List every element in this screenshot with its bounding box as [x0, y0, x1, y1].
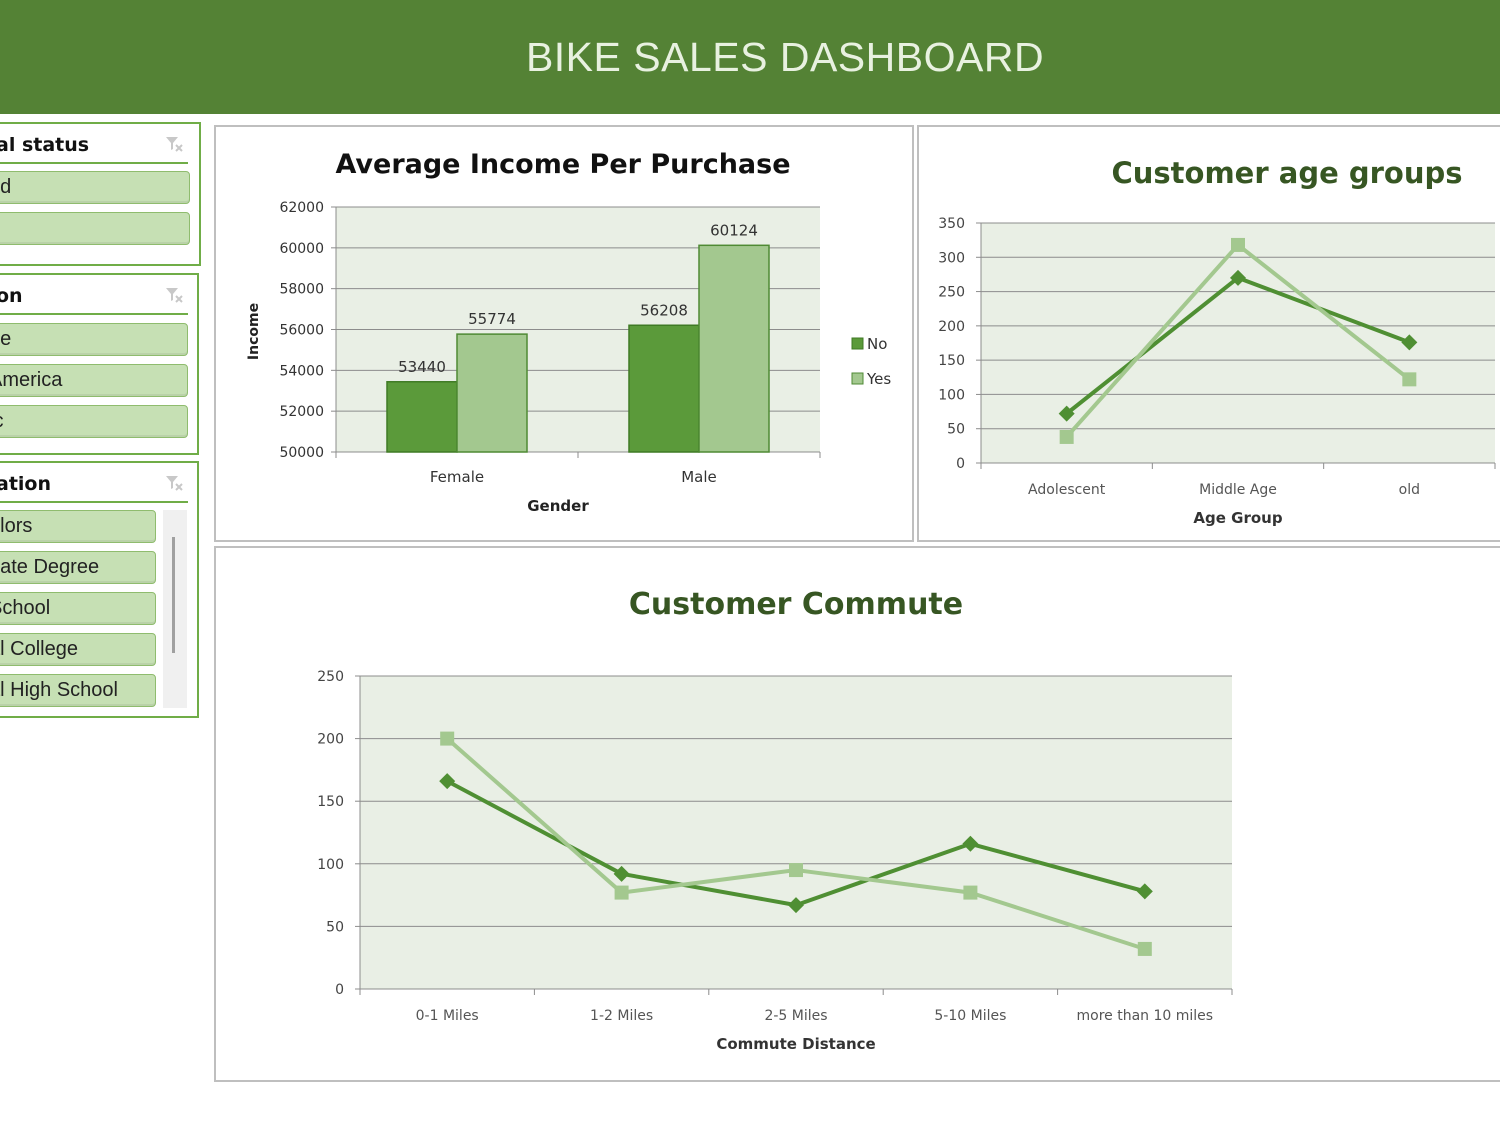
y-tick-label: 52000: [279, 404, 324, 420]
y-axis-title: Income: [246, 303, 262, 360]
slicer-header: ation: [0, 467, 188, 503]
y-tick-label: 0: [956, 456, 965, 472]
series-2-point: [614, 885, 629, 900]
x-tick-label: more than 10 miles: [1077, 1008, 1214, 1024]
data-label: 60124: [710, 221, 758, 239]
dashboard-title-banner: BIKE SALES DASHBOARD: [0, 0, 1500, 114]
bar-yes-male: [698, 244, 770, 453]
y-tick-label: 60000: [279, 241, 324, 257]
clear-filter-icon[interactable]: [164, 473, 184, 493]
chart-title: Customer age groups: [1111, 156, 1462, 190]
slicer-item[interactable]: al College: [0, 633, 156, 666]
data-label: 53440: [398, 358, 446, 376]
x-axis-title: Age Group: [1193, 509, 1282, 527]
y-tick-label: 200: [938, 319, 965, 335]
y-tick-label: 350: [938, 216, 965, 232]
series-1-point: [1058, 405, 1075, 422]
data-label: 55774: [468, 310, 516, 328]
y-tick-label: 50000: [279, 445, 324, 461]
slicer-header: on: [0, 279, 188, 315]
slicer-header: al status: [0, 128, 188, 164]
age-chart: 0 50 100 150 200 250 300 350 Adolescent Middle Ag…: [938, 156, 1496, 527]
slicer-education[interactable]: ation elors uate Degree School al Colleg…: [0, 461, 199, 718]
slicer-item[interactable]: ic: [0, 405, 188, 438]
legend-label: Yes: [866, 370, 891, 388]
bar-no-male: [628, 324, 700, 453]
series-1-point: [439, 773, 456, 790]
legend-label: No: [867, 335, 887, 353]
data-label: 56208: [640, 301, 688, 319]
chart-panel-commute: 0 50 100 150 200 250 0-1 Miles 1-2 Miles 2-5 Mil…: [214, 546, 1500, 1082]
y-tick-label: 200: [317, 732, 344, 748]
chart-panel-income: 50000 52000 54000 56000 58000 60000 62000 53440…: [214, 125, 914, 542]
slicer-item[interactable]: uate Degree: [0, 551, 156, 584]
y-tick-label: 100: [938, 387, 965, 403]
x-tick-label: Male: [681, 468, 717, 486]
series-2-point: [789, 863, 803, 878]
clear-filter-icon[interactable]: [164, 285, 184, 305]
y-tick-label: 150: [938, 353, 965, 369]
y-tick-label: 58000: [279, 282, 324, 298]
commute-chart: 0 50 100 150 200 250 0-1 Miles 1-2 Miles 2-5 Mil…: [317, 587, 1233, 1053]
y-tick-label: 250: [317, 669, 344, 685]
series-1-point: [1136, 883, 1153, 900]
series-2-point: [1059, 429, 1074, 444]
slicer-scroll-thumb[interactable]: [172, 537, 175, 653]
y-tick-label: 56000: [279, 323, 324, 339]
chart-panel-age: 0 50 100 150 200 250 300 350 Adolescent Middle Ag…: [917, 125, 1500, 542]
y-tick-label: 54000: [279, 363, 324, 379]
x-tick-label: 0-1 Miles: [416, 1008, 479, 1024]
chart-title: Customer Commute: [629, 587, 963, 622]
slicer-marital-status[interactable]: al status ed e: [0, 122, 201, 266]
series-1-point: [962, 835, 979, 852]
slicer-item[interactable]: ed: [0, 171, 190, 204]
y-tick-label: 250: [938, 285, 965, 301]
income-chart: 50000 52000 54000 56000 58000 60000 62000 53440…: [246, 149, 891, 515]
slicer-item[interactable]: School: [0, 592, 156, 625]
x-tick-label: Female: [430, 468, 484, 486]
series-1-point: [613, 865, 630, 882]
series-1-point: [1401, 334, 1418, 351]
series-2-point: [1137, 941, 1152, 956]
series-2-point: [440, 731, 455, 746]
clear-filter-icon[interactable]: [164, 134, 184, 154]
x-tick-label: old: [1399, 482, 1420, 498]
x-tick-label: Adolescent: [1028, 482, 1106, 498]
series-2-point: [1402, 372, 1417, 387]
y-tick-label: 150: [317, 794, 344, 810]
x-tick-label: 5-10 Miles: [934, 1008, 1006, 1024]
y-tick-label: 0: [335, 982, 344, 998]
x-tick-label: 2-5 Miles: [764, 1008, 827, 1024]
x-axis-title: Gender: [527, 497, 589, 515]
bar-yes-female: [456, 333, 528, 453]
y-tick-label: 50: [326, 919, 344, 935]
series-2-point: [963, 885, 978, 900]
y-tick-label: 100: [317, 857, 344, 873]
y-tick-label: 300: [938, 250, 965, 266]
slicer-scrollbar[interactable]: [163, 510, 187, 708]
x-axis-title: Commute Distance: [716, 1035, 875, 1053]
y-tick-label: 50: [947, 422, 965, 438]
legend-swatch-no: [851, 337, 864, 350]
legend-swatch-yes: [851, 372, 864, 385]
x-tick-label: Middle Age: [1199, 482, 1277, 498]
y-tick-label: 62000: [279, 200, 324, 216]
slicer-item[interactable]: America: [0, 364, 188, 397]
chart-title: Average Income Per Purchase: [335, 149, 790, 180]
bar-no-female: [386, 381, 458, 453]
series-2-point: [1231, 237, 1245, 252]
dashboard-title: BIKE SALES DASHBOARD: [525, 33, 1045, 80]
series-1-point: [1230, 269, 1246, 286]
slicer-item[interactable]: pe: [0, 323, 188, 356]
plot-area: [360, 676, 1232, 989]
slicer-region[interactable]: on pe America ic: [0, 273, 199, 455]
plot-area: [981, 223, 1495, 463]
series-1-point: [788, 897, 804, 914]
slicer-item[interactable]: elors: [0, 510, 156, 543]
x-tick-label: 1-2 Miles: [590, 1008, 653, 1024]
slicer-item[interactable]: al High School: [0, 674, 156, 707]
slicer-item[interactable]: e: [0, 212, 190, 245]
